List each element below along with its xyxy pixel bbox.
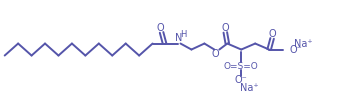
Text: Na⁺: Na⁺ <box>294 39 312 49</box>
Text: O: O <box>268 29 276 39</box>
Text: H: H <box>180 30 187 39</box>
Text: O⁻: O⁻ <box>235 75 248 85</box>
Text: O: O <box>157 23 164 33</box>
Text: N: N <box>175 33 182 43</box>
Text: O=S=O: O=S=O <box>224 62 258 71</box>
Text: Na⁺: Na⁺ <box>240 83 258 93</box>
Text: O⁻: O⁻ <box>289 45 302 54</box>
Text: O: O <box>221 23 229 33</box>
Text: O: O <box>211 49 219 59</box>
